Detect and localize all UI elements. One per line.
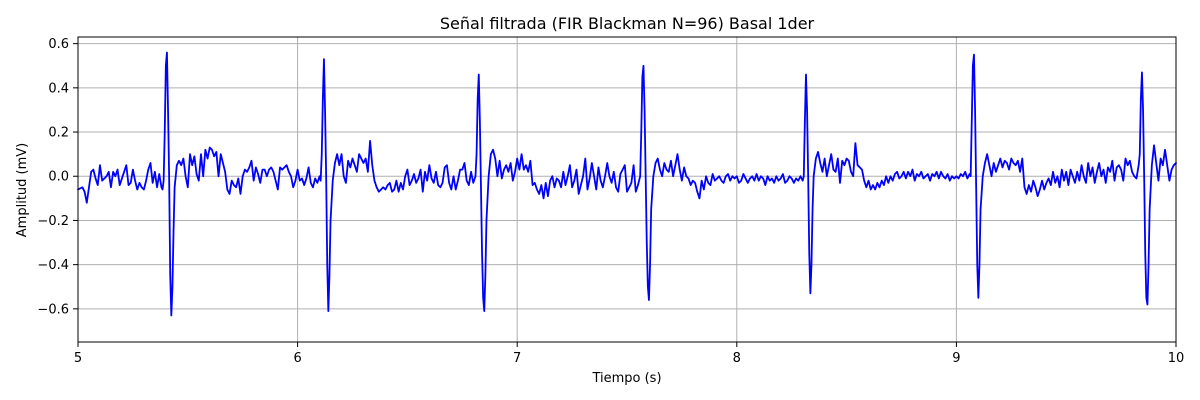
y-tick-label: 0.4 (48, 81, 69, 96)
x-tick-label: 6 (293, 351, 301, 366)
series-layer (77, 51, 1177, 317)
x-axis-label: Tiempo (s) (591, 371, 661, 386)
y-axis-label: Amplitud (mV) (15, 143, 30, 237)
y-tick-label: 0.2 (48, 126, 69, 141)
y-tick-label: 0.0 (48, 170, 69, 185)
plot-frame (77, 36, 1177, 343)
y-tick-label: −0.6 (37, 302, 69, 317)
y-tick-label: −0.4 (37, 258, 69, 273)
x-tick-label: 5 (74, 351, 82, 366)
x-tick-label: 9 (952, 351, 960, 366)
x-tick-label: 10 (1168, 351, 1185, 366)
y-tick-label: −0.2 (37, 214, 69, 229)
y-tick-label: 0.6 (48, 37, 69, 52)
x-tick-label: 8 (733, 351, 741, 366)
chart-title: Señal filtrada (FIR Blackman N=96) Basal… (440, 14, 815, 33)
series-line-0 (77, 51, 1177, 317)
ticks: 5 6 7 8 9 10 −0.6 −0.4 −0.2 0.0 0.2 0.4 0.6 (37, 37, 1184, 366)
x-tick-label: 7 (513, 351, 521, 366)
